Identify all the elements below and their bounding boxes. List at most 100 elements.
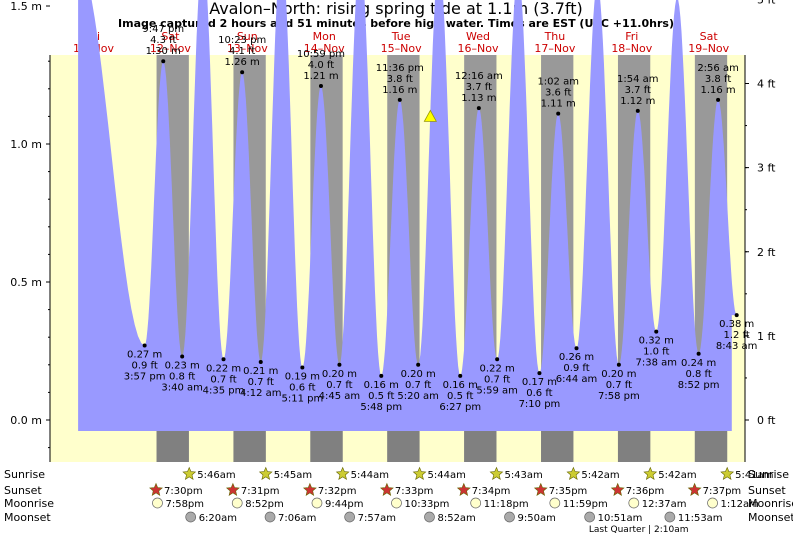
day-date: 17–Nov [534,42,575,55]
high-tide-label: 12:16 am [455,71,503,82]
sunrise-time: 5:42am [581,470,619,481]
low-tide-label: 0.20 m [401,369,436,380]
tide-area [78,0,737,431]
high-tide-label: 1.16 m [382,85,417,96]
low-tide-label: 0.32 m [639,336,674,347]
low-tide-label: 1.2 ft [724,330,750,341]
sunset-star-icon [302,482,317,496]
low-tide-point [379,373,384,378]
moonset-time: 7:06am [278,513,316,524]
day-date: 15–Nov [381,42,422,55]
low-tide-point [416,362,421,367]
low-tide-label: 1.0 ft [643,347,669,358]
sunrise-time: 5:41am [735,470,773,481]
high-tide-label: 1.11 m [541,99,576,110]
high-tide-label: 4.0 ft [308,60,334,71]
low-tide-label: 0.7 ft [248,377,274,388]
low-tide-label: 0.7 ft [606,380,632,391]
moonrise-time: 12:37am [642,499,687,510]
high-tide-label: 1.21 m [303,71,338,82]
day-name: Tue [391,30,411,43]
low-tide-label: 0.22 m [480,363,515,374]
extreme-labels: 0.27 m0.9 ft3:57 pm9:47 pm4.3 ft1.30 m0.… [124,24,758,413]
sunset-row-label-right: Sunset [748,484,786,497]
moonset-time: 8:52am [437,513,475,524]
moonrise-time: 7:58pm [165,499,204,510]
moonset-time: 11:53am [678,513,723,524]
day-date: 13–Nov [227,42,268,55]
moonrise-time: 11:59pm [563,499,608,510]
sunset-time: 7:33pm [395,486,434,497]
low-tide-label: 0.9 ft [131,360,157,371]
day-date: 14–Nov [304,42,345,55]
low-tide-point [654,329,659,334]
moonrise-icon [391,497,402,509]
high-tide-label: 1:54 am [617,74,659,85]
low-tide-label: 5:11 pm [281,394,323,405]
sunset-time: 7:31pm [241,486,280,497]
sunrise-star-icon [566,466,581,480]
sunrise-star-icon [335,466,350,480]
day-name: Thu [544,30,566,43]
moonrise-time: 10:33pm [404,499,449,510]
moonset-icon [344,511,356,523]
moonrise-icon [549,497,561,509]
high-tide-point [240,70,245,75]
moonset-icon [185,511,197,523]
high-tide-point [318,84,323,89]
low-tide-label: 0.7 ft [484,374,510,385]
low-tide-point [142,343,147,348]
low-tide-label: 5:48 pm [360,402,402,413]
left-tick-label: 1.0 m [10,138,42,151]
high-tide-label: 1:02 am [537,77,579,88]
low-tide-label: 0.17 m [522,377,557,388]
low-tide-point [616,362,621,367]
moonset-time: 9:50am [518,513,556,524]
high-tide-label: 1.16 m [700,85,735,96]
moonset-time: 6:20am [199,513,237,524]
day-name: Sat [161,30,180,43]
low-tide-point [258,360,263,365]
moon-phase-label: Last Quarter | 2:10am [589,525,689,535]
night-band-lower [617,431,651,462]
low-tide-label: 0.5 ft [368,391,394,402]
low-tide-label: 0.7 ft [210,374,236,385]
high-tide-label: 11:36 pm [376,63,424,74]
chart-subtitle: Image captured 2 hours and 51 minutes be… [118,17,674,30]
night-band-lower [156,431,189,462]
day-date: 19–Nov [688,42,729,55]
low-tide-label: 0.23 m [165,361,200,372]
low-tide-label: 0.21 m [243,366,278,377]
sunset-row-label-left: Sunset [4,484,42,497]
moonrise-icon [152,497,163,509]
moonrise-icon [231,497,243,509]
sunset-time: 7:36pm [626,486,665,497]
sunset-star-icon [456,482,471,496]
sunset-time: 7:35pm [549,486,588,497]
sunrise-star-icon [258,466,273,480]
low-tide-point [696,351,701,356]
current-level-triangle [423,109,437,122]
sunset-star-icon [687,482,702,496]
lower-night-bands [156,431,728,462]
low-tide-label: 0.19 m [285,372,320,383]
moonrise-row-label-right: Moonrise [748,497,793,510]
night-band-lower [233,431,266,462]
left-tick-label: 0.5 m [10,276,42,289]
night-band-lower [464,431,497,462]
day-date: 16–Nov [458,42,499,55]
high-tide-label: 4.3 ft [150,35,176,46]
sunset-star-icon [379,482,394,496]
night-band-lower [541,431,574,462]
low-tide-label: 6:44 am [556,374,598,385]
day-date: 12–Nov [150,42,191,55]
sunset-time: 7:34pm [472,486,511,497]
low-tide-label: 8:43 am [716,341,758,352]
sunrise-time: 5:43am [504,470,542,481]
low-tide-label: 0.9 ft [563,363,589,374]
high-tide-label: 10:23 pm [218,35,266,46]
low-tide-point [300,365,305,370]
sunrise-star-icon [412,466,427,480]
low-tide-point [458,373,463,378]
low-tide-label: 0.16 m [364,380,399,391]
